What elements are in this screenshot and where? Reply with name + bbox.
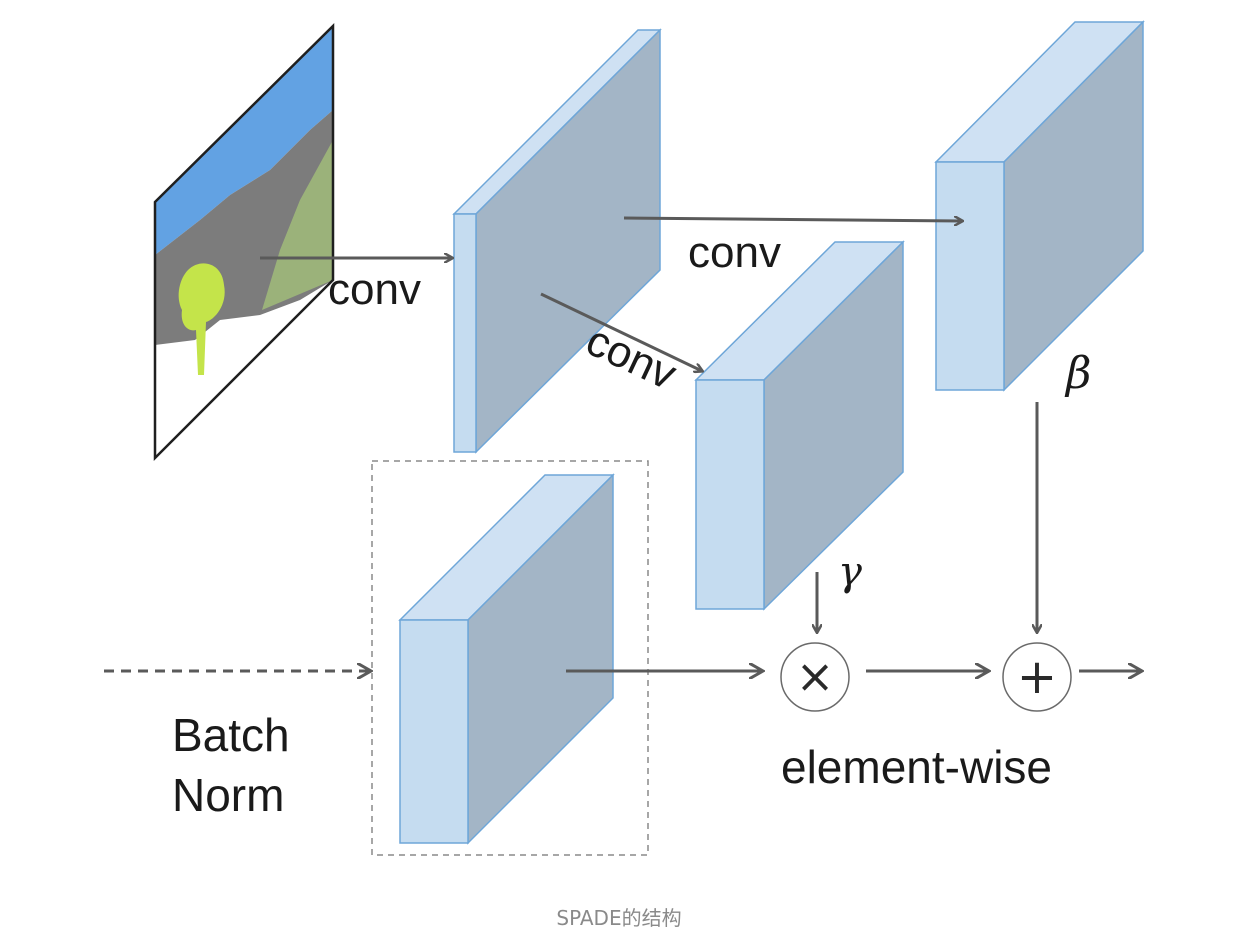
beta-label: β [1064,348,1091,399]
add-symbol: + [1017,649,1057,705]
batch-norm-box [371,460,649,856]
figure-caption: SPADE的结构 [556,906,682,930]
batch-norm-label-line1: Batch [172,709,290,761]
batch-norm-label-line2: Norm [172,769,284,821]
sky-region [155,26,333,255]
multiply-symbol: × [796,649,835,703]
gamma-label: γ [838,549,862,595]
feature-block-normalized [398,473,615,845]
arrow-block-to-gamma [540,292,702,371]
arrow-block-to-beta [623,218,962,221]
conv-label-beta: conv [688,228,781,277]
conv-label-input: conv [328,265,421,314]
conv-label-gamma: conv [579,316,684,400]
feature-block-beta [934,20,1145,392]
multiply-operator: × [780,642,850,712]
add-operator: + [1002,642,1072,712]
segmentation-map [153,23,335,462]
feature-block-gamma [694,240,905,611]
tree-shape [178,263,225,375]
grass-region [262,140,333,310]
feature-block-shared [452,28,662,454]
element-wise-label: element-wise [781,741,1052,793]
